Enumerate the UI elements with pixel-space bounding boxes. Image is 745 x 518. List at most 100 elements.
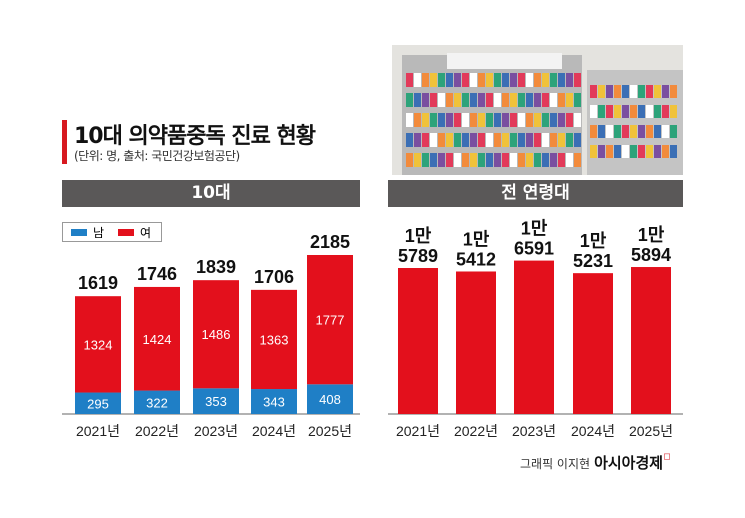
shelf-product bbox=[622, 125, 629, 138]
shelf-product bbox=[646, 145, 653, 158]
shelf-product bbox=[550, 93, 557, 107]
shelf-product bbox=[478, 153, 485, 167]
shelf-product bbox=[534, 93, 541, 107]
shelf-product bbox=[518, 93, 525, 107]
shelf-product bbox=[662, 145, 669, 158]
label-male: 295 bbox=[87, 396, 109, 411]
label-female: 1777 bbox=[316, 313, 345, 328]
shelf-product bbox=[662, 125, 669, 138]
shelf-product bbox=[542, 133, 549, 147]
shelf-product bbox=[430, 153, 437, 167]
shelf-product bbox=[606, 125, 613, 138]
shelf-product bbox=[638, 145, 645, 158]
label-value-man: 1만 bbox=[405, 226, 432, 246]
shelf-product bbox=[670, 105, 677, 118]
shelf-product bbox=[606, 145, 613, 158]
shelf-product bbox=[422, 73, 429, 87]
shelf-product bbox=[526, 93, 533, 107]
label-male: 343 bbox=[263, 395, 285, 410]
shelf-product bbox=[454, 113, 461, 127]
bar-all-ages bbox=[573, 273, 613, 414]
shelf-product bbox=[614, 145, 621, 158]
shelf-product bbox=[670, 145, 677, 158]
shelf-product bbox=[430, 73, 437, 87]
shelf-product bbox=[454, 133, 461, 147]
shelf-product bbox=[518, 113, 525, 127]
shelf-product bbox=[454, 93, 461, 107]
label-value-man: 1만 bbox=[580, 231, 607, 251]
shelf-product bbox=[486, 113, 493, 127]
shelf-product bbox=[406, 113, 413, 127]
shelf-product bbox=[558, 73, 565, 87]
label-value-man: 1만 bbox=[463, 229, 490, 249]
shelf-product bbox=[638, 125, 645, 138]
shelf-product bbox=[526, 113, 533, 127]
credit-text: 그래픽 이지현 bbox=[520, 457, 591, 471]
shelf-product bbox=[574, 133, 581, 147]
shelf-product bbox=[574, 73, 581, 87]
shelf-product bbox=[430, 133, 437, 147]
x-tick-label: 2023년 bbox=[194, 423, 238, 439]
shelf-product bbox=[662, 85, 669, 98]
label-value-rest: 6591 bbox=[514, 239, 554, 259]
brand-logo: 아시아경제 bbox=[594, 454, 664, 472]
legend-label-female: 여 bbox=[140, 225, 152, 240]
shelf-product bbox=[494, 73, 501, 87]
x-tick-label: 2023년 bbox=[512, 423, 556, 439]
shelf-product bbox=[606, 105, 613, 118]
legend-swatch-male bbox=[71, 228, 87, 236]
shelf-product bbox=[558, 93, 565, 107]
legend-label-male: 남 bbox=[93, 225, 105, 240]
shelf-product bbox=[558, 133, 565, 147]
shelf-product bbox=[526, 133, 533, 147]
bar-female bbox=[134, 286, 180, 391]
shelf-product bbox=[494, 133, 501, 147]
shelf-product bbox=[654, 85, 661, 98]
shelf-product bbox=[446, 93, 453, 107]
legend-swatch-female bbox=[118, 228, 135, 236]
label-total: 1619 bbox=[78, 273, 118, 293]
shelf-product bbox=[614, 85, 621, 98]
shelf-product bbox=[406, 153, 413, 167]
pharmacy-shelf-photo bbox=[392, 45, 683, 175]
shelf-product bbox=[574, 113, 581, 127]
shelf-product bbox=[462, 93, 469, 107]
shelf-product bbox=[502, 133, 509, 147]
shelf-product bbox=[646, 85, 653, 98]
shelf-product bbox=[502, 93, 509, 107]
shelf-product bbox=[590, 145, 597, 158]
shelf-product bbox=[414, 153, 421, 167]
bar-female bbox=[75, 296, 121, 393]
label-female: 1363 bbox=[260, 332, 289, 347]
shelf-product bbox=[478, 113, 485, 127]
shelf-product bbox=[486, 133, 493, 147]
label-female: 1486 bbox=[202, 327, 231, 342]
shelf-product bbox=[598, 105, 605, 118]
shelf-product bbox=[446, 113, 453, 127]
legend: 남 여 bbox=[62, 222, 162, 242]
shelf-product bbox=[574, 153, 581, 167]
shelf-product bbox=[662, 105, 669, 118]
shelf-product bbox=[422, 133, 429, 147]
bar-female bbox=[307, 255, 353, 385]
label-value-man: 1만 bbox=[521, 219, 548, 239]
shelf-product bbox=[590, 105, 597, 118]
shelf-product bbox=[534, 113, 541, 127]
shelf-product bbox=[542, 153, 549, 167]
shelf-product bbox=[654, 125, 661, 138]
shelf-product bbox=[630, 145, 637, 158]
label-male: 322 bbox=[146, 395, 168, 410]
shelf-product bbox=[534, 133, 541, 147]
bar-all-ages bbox=[398, 268, 438, 414]
shelf-product bbox=[422, 113, 429, 127]
shelf-product bbox=[414, 73, 421, 87]
shelf-product bbox=[510, 93, 517, 107]
chart-title: 10대 의약품중독 진료 현황 bbox=[74, 124, 316, 149]
bar-all-ages bbox=[514, 260, 554, 414]
bar-male bbox=[251, 389, 297, 414]
x-tick-label: 2024년 bbox=[571, 423, 615, 439]
label-total: 2185 bbox=[310, 232, 350, 252]
shelf-product bbox=[638, 105, 645, 118]
shelf-product bbox=[630, 125, 637, 138]
shelf-product bbox=[414, 113, 421, 127]
